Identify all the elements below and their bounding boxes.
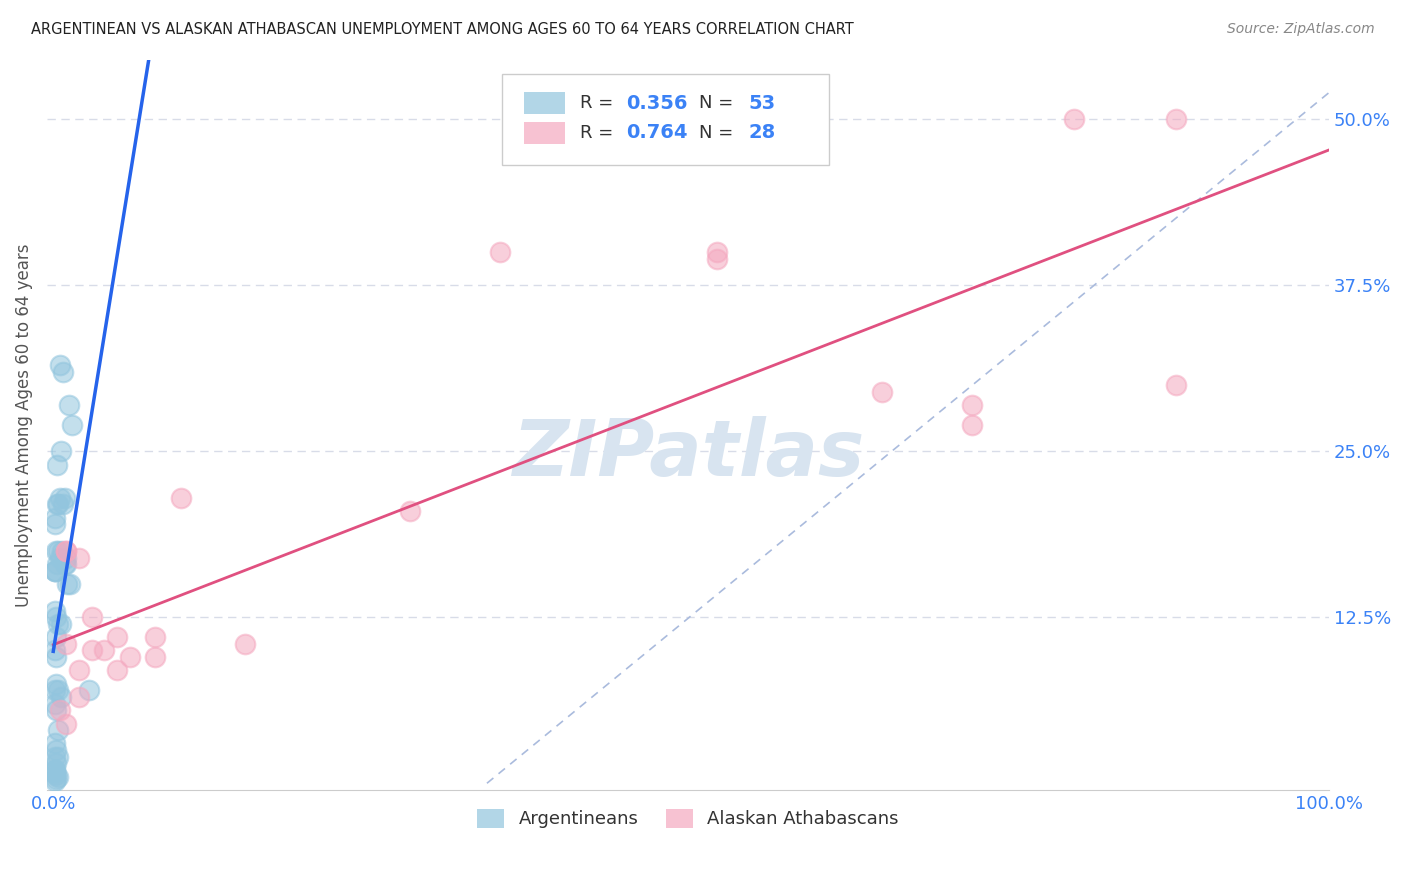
Point [48, 749, 70, 764]
Y-axis label: Unemployment Among Ages 60 to 64 years: Unemployment Among Ages 60 to 64 years [15, 243, 32, 607]
Text: N =: N = [699, 124, 740, 142]
Point [48, 770, 70, 784]
Point [44, 736, 66, 750]
Point [53, 557, 76, 571]
Point [46, 557, 69, 571]
Point [706, 252, 728, 266]
Point [51, 544, 73, 558]
Point [80, 610, 103, 624]
Point [706, 245, 728, 260]
Text: 53: 53 [748, 94, 775, 113]
Text: 0.356: 0.356 [626, 94, 688, 113]
Point [67, 664, 90, 678]
Point [48, 358, 70, 372]
Point [399, 504, 422, 518]
Point [44, 749, 66, 764]
Point [105, 630, 128, 644]
Point [93, 643, 115, 657]
Point [60, 417, 83, 432]
Point [170, 491, 193, 505]
Point [58, 398, 80, 412]
FancyBboxPatch shape [524, 121, 565, 144]
Point [48, 491, 70, 505]
Point [44, 517, 66, 532]
Text: Source: ZipAtlas.com: Source: ZipAtlas.com [1227, 22, 1375, 37]
Point [52, 365, 75, 379]
Point [46, 498, 69, 512]
Point [49, 616, 72, 631]
Point [44, 643, 66, 657]
Point [67, 690, 90, 704]
Point [44, 510, 66, 524]
Point [48, 703, 70, 717]
Text: R =: R = [581, 124, 619, 142]
Point [44, 697, 66, 711]
Point [59, 577, 82, 591]
Point [960, 417, 983, 432]
Point [105, 664, 128, 678]
Text: 28: 28 [748, 123, 775, 142]
Point [143, 650, 166, 665]
Point [46, 458, 69, 472]
Point [45, 610, 67, 624]
Point [45, 630, 67, 644]
Point [49, 690, 72, 704]
Point [45, 544, 67, 558]
Text: ARGENTINEAN VS ALASKAN ATHABASCAN UNEMPLOYMENT AMONG AGES 60 TO 64 YEARS CORRELA: ARGENTINEAN VS ALASKAN ATHABASCAN UNEMPL… [31, 22, 853, 37]
FancyBboxPatch shape [502, 74, 828, 166]
Point [1164, 112, 1187, 127]
Point [55, 716, 77, 731]
Point [44, 773, 66, 788]
Point [77, 683, 100, 698]
Point [45, 676, 67, 690]
Point [143, 630, 166, 644]
Point [118, 650, 141, 665]
Point [55, 544, 77, 558]
Point [48, 723, 70, 738]
Point [44, 763, 66, 777]
Point [48, 544, 70, 558]
Point [44, 564, 66, 578]
Point [45, 743, 67, 757]
Point [45, 772, 67, 787]
Point [1164, 378, 1187, 392]
Point [44, 683, 66, 698]
Point [44, 765, 66, 780]
Point [52, 498, 75, 512]
Point [45, 703, 67, 717]
Point [48, 683, 70, 698]
Point [48, 616, 70, 631]
Text: N =: N = [699, 95, 740, 112]
Point [55, 557, 77, 571]
Point [53, 491, 76, 505]
Point [80, 643, 103, 657]
Point [56, 577, 79, 591]
Point [48, 550, 70, 565]
Point [44, 564, 66, 578]
Point [45, 650, 67, 665]
Point [960, 398, 983, 412]
Point [45, 768, 67, 782]
Text: R =: R = [581, 95, 619, 112]
Point [233, 637, 256, 651]
Point [44, 564, 66, 578]
Point [67, 550, 90, 565]
Point [1063, 112, 1085, 127]
Text: 0.764: 0.764 [626, 123, 688, 142]
Point [55, 550, 77, 565]
Point [872, 384, 894, 399]
Point [55, 544, 77, 558]
Point [55, 637, 77, 651]
FancyBboxPatch shape [524, 93, 565, 114]
Legend: Argentineans, Alaskan Athabascans: Argentineans, Alaskan Athabascans [470, 802, 905, 836]
Text: ZIPatlas: ZIPatlas [512, 416, 863, 492]
Point [48, 498, 70, 512]
Point [44, 763, 66, 777]
Point [488, 245, 510, 260]
Point [45, 756, 67, 771]
Point [49, 444, 72, 458]
Point [44, 604, 66, 618]
